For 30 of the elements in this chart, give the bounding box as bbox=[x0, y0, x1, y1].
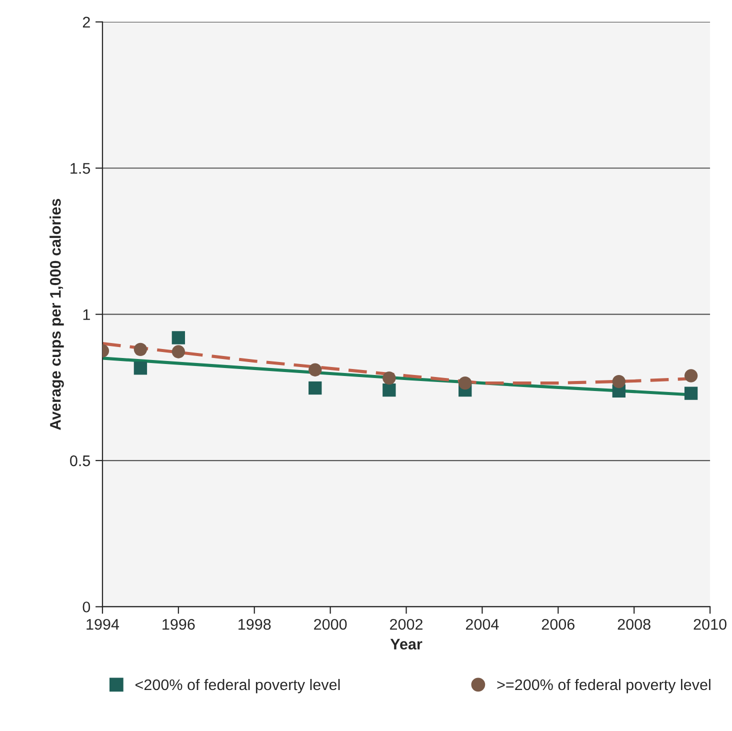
legend-label: <200% of federal poverty level bbox=[136, 678, 340, 694]
y-tick-label: 0 bbox=[82, 602, 90, 612]
point bbox=[684, 369, 698, 382]
x-axis-title: Year bbox=[390, 638, 422, 650]
x-tick-label: 2006 bbox=[542, 618, 574, 630]
y-tick-label: 1.5 bbox=[70, 163, 90, 174]
x-tick-label: 2008 bbox=[618, 618, 650, 630]
point bbox=[684, 386, 698, 400]
x-tick-label: 1994 bbox=[86, 618, 120, 630]
point bbox=[382, 383, 396, 397]
x-tick-label: 1998 bbox=[238, 618, 271, 630]
point bbox=[382, 371, 396, 385]
y-tick-label: 0.5 bbox=[70, 455, 90, 466]
point bbox=[612, 374, 626, 388]
x-tick-label: 2000 bbox=[314, 618, 347, 630]
point bbox=[134, 362, 148, 375]
x-tick-label: 1996 bbox=[162, 618, 195, 630]
x-tick-label: 2010 bbox=[694, 618, 726, 630]
y-tick-label: 1 bbox=[83, 309, 90, 320]
point bbox=[172, 345, 186, 358]
point bbox=[458, 376, 472, 390]
x-tick-label: 2004 bbox=[466, 618, 499, 630]
y-tick-label: 2 bbox=[82, 16, 90, 28]
legend-label: >=200% of federal poverty level bbox=[497, 678, 710, 694]
x-tick-label: 2002 bbox=[390, 618, 422, 630]
point bbox=[134, 342, 148, 356]
point bbox=[308, 363, 322, 376]
y-axis-title: Average cups per 1,000 calories bbox=[50, 198, 64, 430]
point bbox=[308, 381, 322, 395]
point bbox=[172, 331, 186, 344]
